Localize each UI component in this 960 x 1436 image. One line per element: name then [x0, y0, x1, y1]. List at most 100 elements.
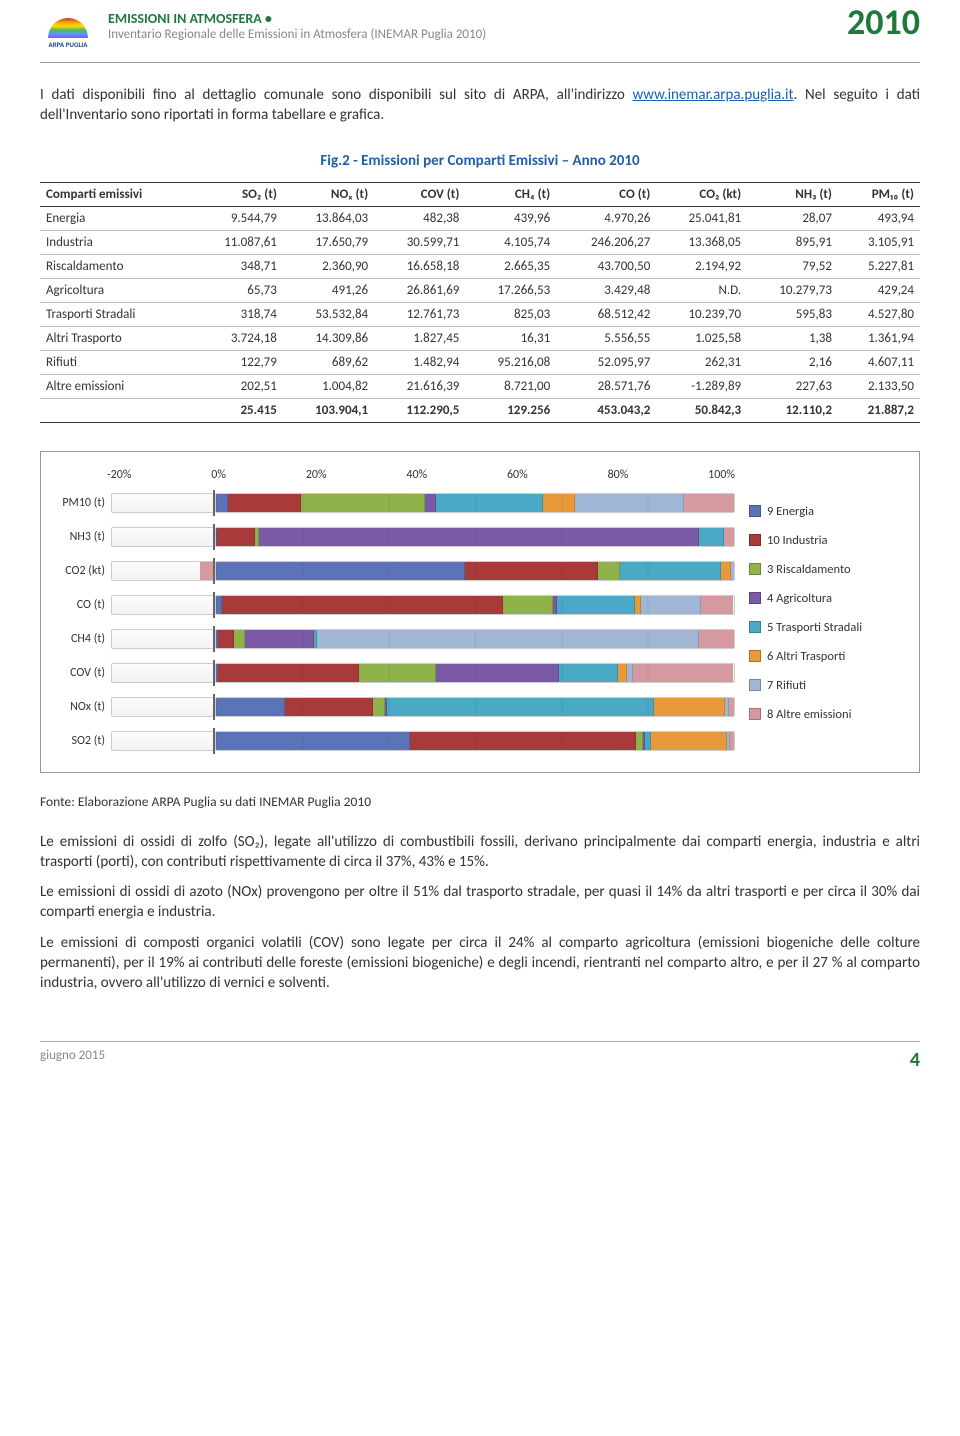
bar-segment	[651, 732, 727, 750]
legend-item: 10 Industria	[749, 533, 905, 548]
bar-segment	[503, 596, 553, 614]
bar-segment	[217, 528, 255, 546]
bar-track	[215, 595, 735, 615]
bar-label: CH4 (t)	[55, 632, 111, 646]
intro-text-a: I dati disponibili fino al dettaglio com…	[40, 86, 633, 104]
bar-segment	[699, 630, 734, 648]
chart-bar-row: NH3 (t)	[55, 520, 735, 554]
legend-label: 9 Energia	[767, 504, 814, 519]
legend-label: 5 Trasporti Stradali	[767, 620, 862, 635]
bar-label: PM10 (t)	[55, 496, 111, 510]
legend-label: 4 Agricoltura	[767, 591, 832, 606]
bar-segment	[359, 664, 436, 682]
rainbow-icon	[48, 18, 88, 38]
table-row: Rifiuti122,79689,621.482,9495.216,0852.0…	[40, 350, 920, 374]
emissions-table: Comparti emissiviSO₂ (t)NOₓ (t)COV (t)CH…	[40, 182, 920, 423]
table-row: Industria11.087,6117.650,7930.599,714.10…	[40, 230, 920, 254]
bar-segment	[218, 664, 359, 682]
legend-swatch	[749, 563, 761, 575]
bar-segment	[557, 596, 635, 614]
bar-segment	[216, 562, 465, 580]
col-header: CH₄ (t)	[465, 182, 556, 206]
bar-segment	[222, 596, 503, 614]
bar-segment	[724, 528, 734, 546]
col-header: CO₂ (kt)	[656, 182, 747, 206]
table-row: Energia9.544,7913.864,03482,38439,964.97…	[40, 206, 920, 230]
bar-segment	[633, 664, 733, 682]
legend-item: 4 Agricoltura	[749, 591, 905, 606]
bar-segment	[731, 562, 734, 580]
bar-segment	[729, 698, 734, 716]
bar-segment	[465, 562, 598, 580]
legend-item: 6 Altri Trasporti	[749, 649, 905, 664]
paragraph-3: Le emissioni di composti organici volati…	[40, 933, 920, 994]
bar-segment	[654, 698, 725, 716]
legend-item: 9 Energia	[749, 504, 905, 519]
table-row: Altri Trasporto3.724,1814.309,861.827,45…	[40, 326, 920, 350]
col-header: PM₁₀ (t)	[838, 182, 920, 206]
paragraph-2: Le emissioni di ossidi di azoto (NOx) pr…	[40, 882, 920, 923]
bar-segment	[216, 732, 410, 750]
intro-paragraph: I dati disponibili fino al dettaglio com…	[40, 85, 920, 126]
bar-track	[215, 697, 735, 717]
legend-item: 3 Riscaldamento	[749, 562, 905, 577]
x-axis-labels: -20%0%20%40%60%80%100%	[55, 468, 735, 486]
intro-link[interactable]: www.inemar.arpa.puglia.it	[633, 86, 794, 104]
chart-bar-row: SO2 (t)	[55, 724, 735, 758]
bar-track	[215, 629, 735, 649]
col-header: Comparti emissivi	[40, 182, 192, 206]
bar-track	[215, 731, 735, 751]
table-row: Altre emissioni202,511.004,8221.616,398.…	[40, 374, 920, 398]
table-row: Trasporti Stradali318,7453.532,8412.761,…	[40, 302, 920, 326]
bar-segment	[317, 630, 699, 648]
bar-track	[215, 561, 735, 581]
bar-segment	[234, 630, 245, 648]
legend-swatch	[749, 592, 761, 604]
chart-bar-row: CH4 (t)	[55, 622, 735, 656]
bar-segment	[699, 528, 724, 546]
legend-swatch	[749, 708, 761, 720]
bar-segment	[627, 664, 634, 682]
page-number: 4	[910, 1048, 920, 1072]
table-row: Agricoltura65,73491,2626.861,6917.266,53…	[40, 278, 920, 302]
bar-segment	[559, 664, 618, 682]
bar-segment	[301, 494, 425, 512]
bar-track	[215, 527, 735, 547]
bar-segment	[543, 494, 575, 512]
header-subtitle: Inventario Regionale delle Emissioni in …	[108, 27, 920, 42]
bar-label: SO2 (t)	[55, 734, 111, 748]
bar-segment	[436, 494, 543, 512]
footer: giugno 2015 4	[40, 1041, 920, 1072]
bar-segment	[259, 528, 699, 546]
bar-label: CO (t)	[55, 598, 111, 612]
bar-segment	[216, 494, 228, 512]
legend-label: 8 Altre emissioni	[767, 707, 851, 722]
bar-segment	[636, 732, 643, 750]
figure-title: Fig.2 - Emissioni per Comparti Emissivi …	[40, 152, 920, 170]
header-year: 2010	[847, 0, 920, 44]
logo-label: ARPA PUGLIA	[48, 40, 87, 49]
bar-segment	[701, 596, 734, 614]
bar-segment	[620, 562, 722, 580]
source-note: Fonte: Elaborazione ARPA Puglia su dati …	[40, 793, 920, 810]
bar-segment	[721, 562, 731, 580]
bar-segment	[641, 596, 701, 614]
bar-segment	[373, 698, 385, 716]
chart-bar-row: CO2 (kt)	[55, 554, 735, 588]
col-header: SO₂ (t)	[192, 182, 283, 206]
bar-segment	[245, 630, 314, 648]
legend-swatch	[749, 679, 761, 691]
chart-bar-row: CO (t)	[55, 588, 735, 622]
legend-swatch	[749, 505, 761, 517]
legend-swatch	[749, 650, 761, 662]
legend-item: 7 Rifiuti	[749, 678, 905, 693]
bar-track	[215, 493, 735, 513]
bar-segment	[285, 698, 373, 716]
bar-segment	[436, 664, 560, 682]
bar-segment	[228, 494, 302, 512]
bar-segment	[598, 562, 620, 580]
bar-segment	[618, 664, 626, 682]
bar-segment	[410, 732, 635, 750]
bar-label: NH3 (t)	[55, 530, 111, 544]
bar-segment	[575, 494, 684, 512]
